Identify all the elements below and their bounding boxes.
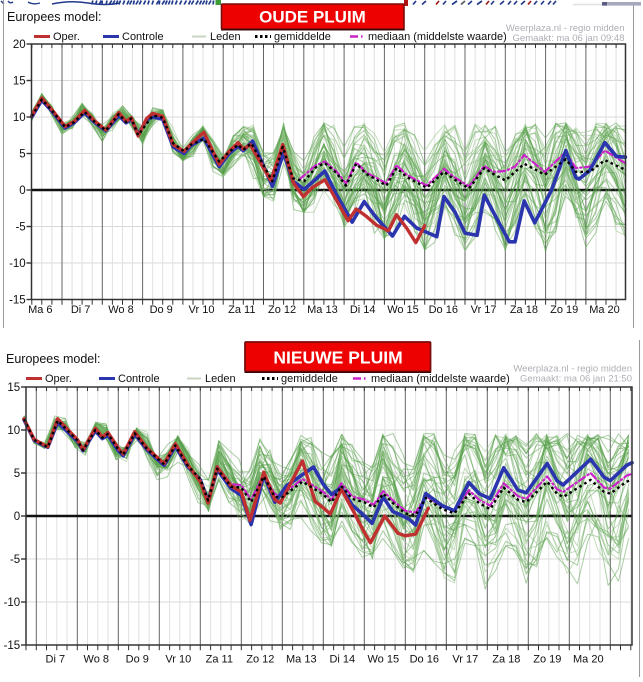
svg-text:Europees model:: Europees model: (7, 10, 102, 24)
svg-text:0: 0 (19, 185, 25, 197)
svg-text:-5: -5 (15, 222, 25, 234)
svg-text:Oper.: Oper. (53, 31, 80, 43)
svg-text:gemiddelde: gemiddelde (274, 31, 331, 43)
svg-text:Ma 13: Ma 13 (307, 304, 338, 316)
svg-text:Za 11: Za 11 (206, 654, 233, 666)
svg-text:Ma 20: Ma 20 (589, 304, 620, 316)
svg-text:Di 14: Di 14 (350, 304, 376, 316)
svg-text:Di 7: Di 7 (71, 304, 91, 316)
svg-text:mediaan (middelste waarde): mediaan (middelste waarde) (371, 373, 510, 385)
svg-text:Zo 19: Zo 19 (533, 654, 561, 666)
svg-text:Do 16: Do 16 (410, 654, 439, 666)
svg-text:Wo 8: Wo 8 (108, 304, 133, 316)
svg-text:Vr 10: Vr 10 (165, 654, 191, 666)
svg-text:Do 9: Do 9 (150, 304, 173, 316)
svg-text:Za 18: Za 18 (492, 654, 520, 666)
svg-text:10: 10 (13, 112, 26, 124)
svg-text:Di 14: Di 14 (329, 654, 355, 666)
svg-text:5: 5 (14, 468, 20, 480)
svg-text:Do 9: Do 9 (126, 654, 149, 666)
svg-text:-5: -5 (10, 554, 20, 566)
svg-text:Vr 17: Vr 17 (452, 654, 478, 666)
svg-text:Leden: Leden (205, 373, 236, 385)
svg-text:Wo 15: Wo 15 (368, 654, 400, 666)
svg-text:Do 16: Do 16 (429, 304, 458, 316)
svg-text:Oper.: Oper. (45, 373, 72, 385)
svg-text:OUDE PLUIM: OUDE PLUIM (259, 8, 366, 27)
svg-text:-10: -10 (9, 258, 26, 270)
svg-text:Gemaakt: ma 06 jan 09:48: Gemaakt: ma 06 jan 09:48 (513, 33, 625, 44)
svg-text:Europees model:: Europees model: (6, 352, 101, 366)
svg-text:Zo 12: Zo 12 (246, 654, 274, 666)
svg-text:gemiddelde: gemiddelde (281, 373, 338, 385)
svg-text:Zo 12: Zo 12 (268, 304, 296, 316)
svg-text:Gemaakt: ma 06 jan 21:50: Gemaakt: ma 06 jan 21:50 (520, 374, 632, 385)
svg-text:Wo 8: Wo 8 (84, 654, 109, 666)
svg-text:Wo 15: Wo 15 (387, 304, 419, 316)
svg-text:Vr 17: Vr 17 (471, 304, 497, 316)
svg-text:Ma 20: Ma 20 (573, 654, 604, 666)
svg-text:Ma 13: Ma 13 (286, 654, 317, 666)
svg-text:Controle: Controle (122, 31, 164, 43)
svg-text:Zo 19: Zo 19 (550, 304, 578, 316)
svg-text:15: 15 (13, 76, 26, 88)
svg-text:5: 5 (19, 149, 25, 161)
svg-text:Leden: Leden (210, 31, 241, 43)
svg-text:-10: -10 (4, 597, 21, 609)
svg-text:Za 11: Za 11 (228, 304, 255, 316)
svg-text:-15: -15 (9, 295, 26, 307)
svg-text:Controle: Controle (118, 373, 160, 385)
svg-text:10: 10 (7, 425, 20, 437)
svg-text:-15: -15 (4, 640, 21, 652)
svg-text:Di 7: Di 7 (46, 654, 66, 666)
svg-text:15: 15 (7, 382, 20, 394)
svg-text:Vr 10: Vr 10 (189, 304, 215, 316)
svg-text:0: 0 (14, 511, 20, 523)
svg-text:20: 20 (13, 39, 26, 51)
svg-text:mediaan (middelste waarde): mediaan (middelste waarde) (368, 31, 507, 43)
svg-text:Za 18: Za 18 (510, 304, 538, 316)
svg-text:Ma 6: Ma 6 (28, 304, 52, 316)
svg-text:NIEUWE PLUIM: NIEUWE PLUIM (273, 348, 402, 368)
